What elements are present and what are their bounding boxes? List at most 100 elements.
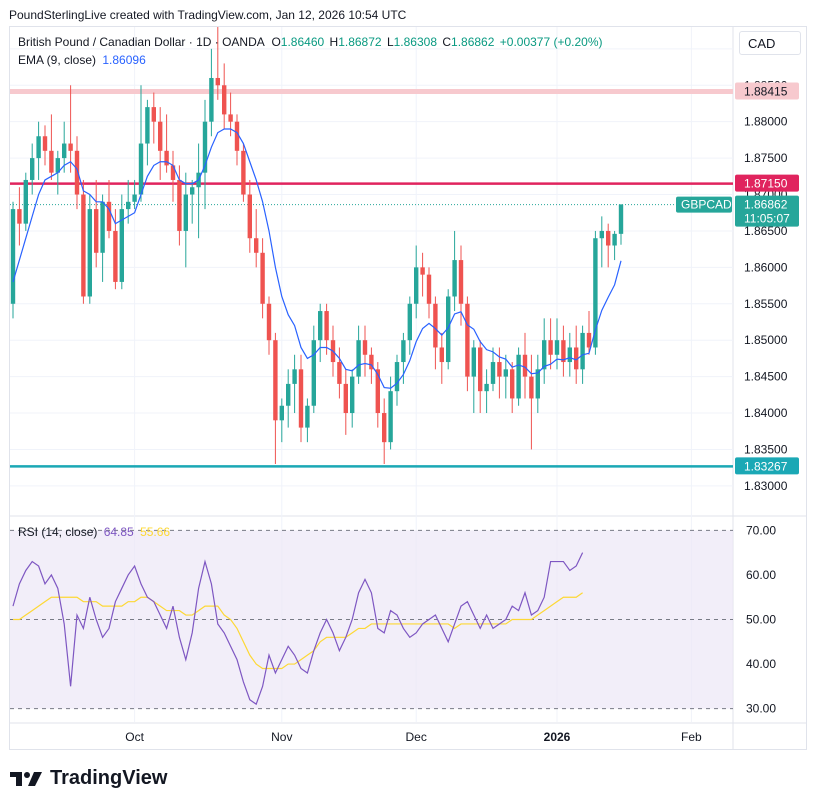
candle-body (420, 267, 425, 275)
candle-body (446, 296, 451, 363)
candle-body (273, 340, 278, 421)
candle-body (138, 143, 144, 195)
candle-body (113, 230, 118, 282)
open-value: 1.86460 (280, 35, 325, 49)
candle-body (254, 238, 259, 253)
candle-body (471, 347, 476, 377)
ema-value: 1.86096 (102, 53, 146, 67)
candle-body (247, 194, 252, 239)
candle-body (17, 209, 22, 224)
rsi-tick-label: 40.00 (746, 657, 776, 671)
candle-body (337, 362, 342, 384)
time-tick-label: Oct (125, 730, 144, 744)
symbol-tag-label: GBPCAD (681, 198, 732, 212)
price-tick-label: 1.86500 (744, 224, 788, 238)
candle-body (68, 143, 73, 151)
candle-body (606, 230, 611, 246)
candle-body (62, 143, 67, 159)
tradingview-logo: TradingView (10, 767, 167, 790)
candle-body (529, 376, 534, 399)
candle-body (222, 85, 227, 115)
candle-body (497, 362, 502, 377)
candle-body (266, 303, 272, 341)
candle-body (478, 347, 483, 392)
candle-body (145, 107, 150, 144)
candle-body (190, 187, 195, 195)
candle-body (318, 311, 323, 341)
candle-body (292, 369, 297, 384)
candle-body (516, 354, 521, 399)
price-tick-label: 1.83000 (744, 479, 788, 493)
close-value: 1.86862 (451, 35, 495, 49)
price-tick-label: 1.85000 (744, 333, 788, 347)
close-label: C (442, 35, 452, 49)
high-label: H (329, 35, 339, 49)
ema-label: EMA (9, close) (18, 53, 97, 67)
candle-body (49, 150, 54, 173)
time-tick-label: Nov (271, 730, 292, 744)
level-price-label: 1.88415 (744, 84, 788, 98)
candle-body (522, 354, 528, 377)
low-value: 1.86308 (393, 35, 438, 49)
candle-body (465, 303, 470, 377)
chart-caption: PoundSterlingLive created with TradingVi… (9, 8, 407, 22)
open-label: O (271, 35, 281, 49)
candle-body (414, 267, 419, 304)
candle-body (356, 340, 361, 377)
candle-body (382, 413, 387, 443)
candle-body (599, 230, 604, 239)
candle-body (23, 179, 28, 224)
rsi-legend: RSI (14, close) 64.85 55.66 (18, 525, 170, 539)
candle-body (132, 194, 137, 202)
candle-body (170, 165, 176, 180)
candle-body (234, 121, 240, 151)
rsi-ma-value: 55.66 (140, 525, 171, 539)
candle-body (503, 369, 508, 377)
candle-body (30, 158, 35, 180)
candle-body (10, 209, 16, 304)
candle-body (439, 347, 444, 363)
candle-body (241, 150, 246, 195)
last-price-tag (735, 195, 799, 227)
price-tick-label: 1.87500 (744, 151, 788, 165)
rsi-value: 64.85 (103, 525, 134, 539)
candle-body (433, 303, 438, 348)
rsi-tick-label: 30.00 (746, 702, 776, 716)
price-tick-label: 1.86000 (744, 260, 788, 274)
tradingview-logo-icon (10, 771, 42, 786)
candle-body (401, 340, 406, 363)
price-tick-label: 1.84000 (744, 406, 788, 420)
symbol-title: British Pound / Canadian Dollar · 1D · O… (18, 35, 265, 49)
ema-legend: EMA (9, close) 1.86096 (18, 53, 146, 67)
candle-body (350, 376, 355, 414)
rsi-line (12, 552, 584, 706)
symbol-tag (676, 196, 732, 213)
candle-body (311, 340, 316, 406)
candle-body (394, 362, 400, 392)
rsi-label: RSI (14, close) (18, 525, 98, 539)
candle-body (279, 405, 284, 421)
ema-line (12, 128, 622, 389)
candle-body (458, 260, 464, 304)
candle-body (126, 201, 131, 210)
candle-body (618, 204, 624, 234)
brand-name: TradingView (50, 767, 168, 789)
candle-body (561, 340, 566, 363)
price-tick-label: 1.84500 (744, 370, 788, 384)
price-tick-label: 1.85500 (744, 297, 788, 311)
high-value: 1.86872 (338, 35, 382, 49)
time-tick-label: 2026 (544, 730, 571, 744)
candle-body (548, 340, 553, 355)
candle-body (286, 383, 291, 406)
currency-button[interactable]: CAD (739, 31, 801, 55)
candle-body (260, 252, 265, 304)
candle-body (580, 332, 585, 370)
candle-body (535, 369, 540, 399)
level-price-tag (735, 174, 799, 192)
candle-body (305, 405, 310, 428)
candle-body (362, 340, 368, 355)
candle-body (81, 194, 86, 297)
candle-body (119, 209, 124, 282)
low-label: L (386, 35, 394, 49)
